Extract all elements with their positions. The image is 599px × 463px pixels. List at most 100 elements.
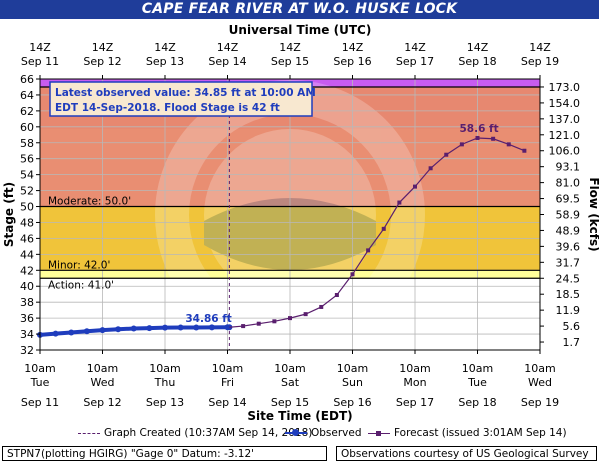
observed-point — [162, 324, 168, 331]
bottom-tick-date: Sep 15 — [271, 396, 309, 409]
top-tick-date: Sep 19 — [521, 55, 559, 68]
observed-point — [115, 326, 122, 333]
forecast-point — [319, 304, 324, 309]
bottom-tick-day: Mon — [403, 376, 426, 389]
info-box — [49, 81, 313, 117]
top-tick-time: 14Z — [29, 41, 51, 54]
y2-tick-label: 81.0 — [556, 177, 581, 190]
top-tick-date: Sep 18 — [458, 55, 496, 68]
top-tick-time: 14Z — [529, 41, 551, 54]
forecast-point — [491, 136, 496, 141]
bottom-tick-date: Sep 17 — [396, 396, 434, 409]
y-axis-title: Stage (ft) — [2, 182, 16, 247]
bottom-tick-date: Sep 12 — [83, 396, 121, 409]
source-footer: Observations courtesy of US Geological S… — [336, 446, 597, 461]
legend: Graph Created (10:37AM Sep 14, 2018) Obs… — [0, 427, 599, 441]
y2-axis-title: Flow (kcfs) — [587, 177, 599, 251]
top-tick-date: Sep 16 — [333, 55, 371, 68]
forecast-point — [428, 166, 433, 171]
observed-point — [177, 324, 184, 331]
bottom-tick-date: Sep 14 — [208, 396, 246, 409]
annotation-label: 58.6 ft — [460, 123, 499, 135]
y2-tick-label: 31.7 — [556, 256, 581, 269]
y-tick-label: 52 — [20, 185, 34, 198]
observed-point — [68, 329, 75, 336]
bottom-tick-day: Wed — [528, 376, 552, 389]
observed-line-icon — [285, 429, 307, 436]
forecast-line — [229, 137, 525, 328]
level-label-moderate: Moderate: 50.0' — [48, 196, 131, 208]
observed-point — [52, 330, 59, 337]
y-tick-label: 44 — [20, 248, 34, 261]
legend-forecast: Forecast (issued 3:01AM Sep 14) — [368, 427, 567, 439]
top-tick-date: Sep 17 — [396, 55, 434, 68]
legend-observed-label: Observed — [311, 427, 362, 439]
bottom-tick-day: Tue — [30, 376, 50, 389]
top-tick-time: 14Z — [217, 41, 239, 54]
top-tick-time: 14Z — [342, 41, 364, 54]
y-tick-label: 32 — [20, 344, 34, 357]
y-tick-label: 42 — [20, 264, 34, 277]
y2-tick-label: 137.0 — [549, 113, 581, 126]
y-tick-label: 34 — [20, 328, 34, 341]
bottom-tick-time: 10am — [87, 362, 118, 375]
forecast-point — [366, 248, 371, 253]
y2-tick-label: 1.7 — [563, 336, 581, 349]
observed-point — [99, 327, 106, 334]
bottom-tick-date: Sep 19 — [521, 396, 559, 409]
y2-tick-label: 69.5 — [556, 193, 581, 206]
bottom-tick-date: Sep 11 — [21, 396, 59, 409]
top-tick-time: 14Z — [404, 41, 426, 54]
info-line-1: Latest observed value: 34.85 ft at 10:00… — [55, 87, 316, 99]
forecast-point — [256, 321, 261, 326]
forecast-point — [397, 200, 402, 205]
y-tick-label: 36 — [20, 312, 34, 325]
forecast-point — [334, 293, 339, 298]
bottom-tick-time: 10am — [399, 362, 430, 375]
forecast-line-icon — [368, 430, 390, 436]
y2-tick-label: 24.5 — [556, 272, 581, 285]
bottom-tick-day: Thu — [154, 376, 176, 389]
y2-tick-label: 121.0 — [549, 129, 581, 142]
top-tick-time: 14Z — [467, 41, 489, 54]
y-tick-label: 48 — [20, 216, 34, 229]
forecast-point — [350, 272, 355, 277]
level-label-minor: Minor: 42.0' — [48, 259, 110, 271]
observed-point — [146, 325, 153, 332]
observed-point — [208, 324, 215, 331]
y2-tick-label: 39.6 — [556, 240, 581, 253]
info-box-group: Latest observed value: 34.85 ft at 10:00… — [49, 81, 316, 117]
series-group: 34.86 ft 58.6 ft — [37, 123, 527, 338]
bottom-tick-day: Tue — [467, 376, 487, 389]
top-axis-title: Universal Time (UTC) — [229, 23, 372, 37]
y-tick-label: 60 — [20, 121, 34, 134]
bottom-tick-time: 10am — [524, 362, 555, 375]
y-tick-label: 46 — [20, 232, 34, 245]
bottom-tick-date: Sep 13 — [146, 396, 184, 409]
y-tick-label: 50 — [20, 201, 34, 214]
forecast-point — [444, 152, 449, 157]
y2-tick-label: 93.1 — [556, 161, 581, 174]
top-tick-time: 14Z — [154, 41, 176, 54]
bottom-tick-time: 10am — [274, 362, 305, 375]
legend-graph-created: Graph Created (10:37AM Sep 14, 2018) — [78, 427, 312, 439]
legend-observed: Observed — [285, 427, 362, 439]
y-tick-label: 38 — [20, 296, 34, 309]
forecast-point — [459, 142, 464, 147]
top-tick-time: 14Z — [279, 41, 301, 54]
bottom-tick-day: Sun — [342, 376, 363, 389]
forecast-point — [381, 226, 386, 231]
datum-footer: STPN7(plotting HGIRG) "Gage 0" Datum: -3… — [2, 446, 327, 461]
y-tick-label: 56 — [20, 153, 34, 166]
forecast-point — [272, 319, 277, 324]
top-tick-date: Sep 12 — [83, 55, 121, 68]
y2-tick-label: 11.9 — [556, 304, 581, 317]
axes: 32 34 36 38 40 42 44 46 48 50 52 54 56 58 60 62 64 66 1.7 5… — [2, 23, 599, 423]
y-tick-label: 64 — [20, 89, 34, 102]
forecast-point — [303, 312, 308, 317]
forecast-point — [413, 184, 417, 189]
bottom-tick-time: 10am — [24, 362, 55, 375]
bottom-tick-day: Fri — [221, 376, 234, 389]
bottom-tick-time: 10am — [149, 362, 180, 375]
